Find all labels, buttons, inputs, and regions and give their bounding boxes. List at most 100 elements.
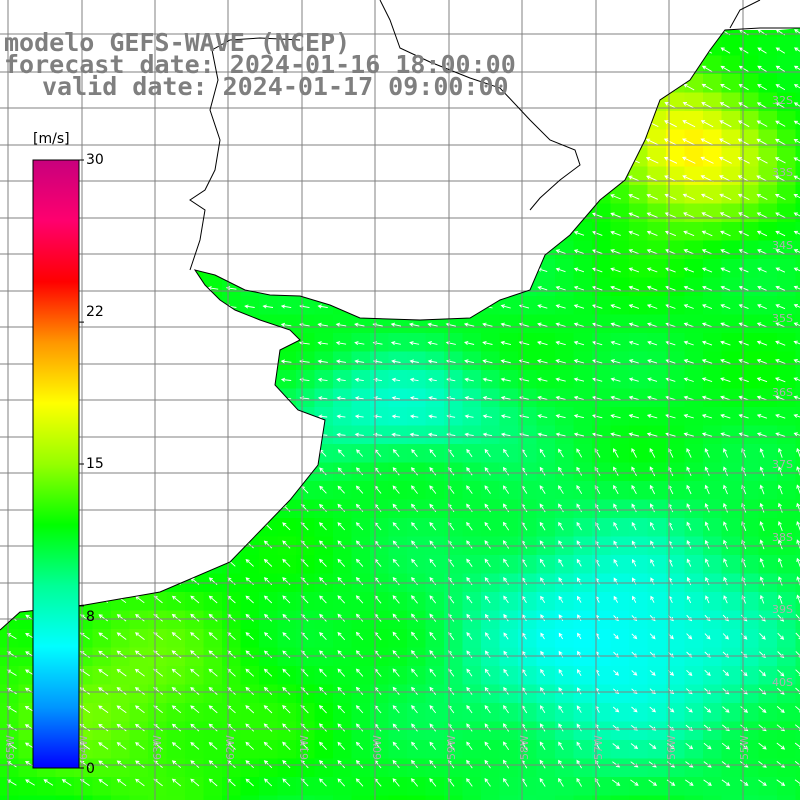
wind-cell — [684, 758, 704, 778]
wind-cell — [351, 777, 371, 796]
wind-cell — [684, 28, 704, 38]
wind-arrow — [355, 760, 364, 769]
wind-cell — [610, 111, 630, 130]
wind-arrow — [704, 669, 711, 677]
wind-cell — [518, 407, 537, 426]
wind-cell — [333, 0, 352, 19]
wind-cell — [740, 518, 759, 537]
wind-cell — [0, 444, 19, 463]
wind-arrow — [337, 522, 346, 531]
latitude-label: 33S — [772, 166, 793, 179]
wind-cell — [684, 555, 704, 574]
wind-arrow — [134, 176, 145, 181]
wind-cell — [259, 758, 278, 778]
wind-cell — [92, 333, 112, 352]
wind-arrow — [189, 249, 200, 254]
wind-cell — [0, 647, 19, 667]
wind-arrow — [317, 377, 328, 382]
wind-arrow — [686, 503, 692, 513]
wind-arrow — [280, 322, 292, 327]
wind-cell — [573, 795, 593, 800]
wind-arrow — [704, 614, 711, 622]
wind-arrow — [116, 705, 127, 714]
wind-cell — [647, 296, 667, 315]
wind-cell — [462, 185, 482, 204]
wind-arrow — [664, 83, 677, 91]
wind-arrow — [592, 340, 603, 346]
wind-arrow — [355, 650, 364, 659]
wind-cell — [444, 499, 463, 519]
wind-arrow — [171, 359, 182, 364]
wind-cell — [259, 111, 278, 130]
wind-cell — [573, 740, 593, 759]
wind-arrow — [793, 230, 800, 237]
wind-cell — [592, 370, 611, 389]
wind-cell — [610, 481, 630, 500]
wind-cell — [555, 592, 574, 611]
wind-cell — [463, 0, 482, 19]
wind-cell — [111, 370, 130, 389]
wind-arrow — [319, 650, 327, 659]
wind-arrow — [24, 103, 36, 108]
wind-cell — [111, 518, 130, 537]
wind-cell — [370, 203, 389, 223]
wind-cell — [444, 296, 463, 315]
wind-cell — [0, 111, 19, 130]
wind-cell — [647, 703, 667, 722]
wind-arrow — [244, 231, 255, 236]
wind-cell — [259, 370, 278, 389]
wind-arrow — [704, 558, 710, 567]
wind-arrow — [719, 212, 731, 219]
wind-arrow — [502, 778, 510, 787]
wind-cell — [203, 388, 223, 408]
wind-cell — [721, 111, 741, 130]
wind-arrow — [6, 359, 17, 364]
wind-arrow — [484, 467, 491, 476]
wind-cell — [666, 684, 685, 704]
wind-arrow — [775, 267, 786, 273]
wind-arrow — [411, 522, 418, 531]
wind-cell — [703, 703, 722, 722]
wind-arrow — [686, 669, 693, 676]
wind-cell — [703, 777, 722, 796]
wind-arrow — [190, 650, 200, 659]
wind-arrow — [336, 432, 346, 437]
wind-cell — [740, 703, 759, 722]
wind-cell — [0, 499, 19, 519]
wind-arrow — [262, 432, 273, 437]
wind-cell — [795, 28, 800, 38]
wind-arrow — [628, 377, 639, 382]
wind-arrow — [482, 377, 493, 382]
wind-cell — [777, 499, 796, 519]
wind-cell — [203, 666, 223, 685]
wind-cell — [481, 481, 500, 500]
wind-arrow — [558, 448, 564, 458]
colorbar-ramp — [32, 159, 80, 769]
wind-arrow — [503, 632, 509, 640]
wind-cell — [203, 407, 223, 426]
wind-arrow — [610, 267, 621, 273]
wind-arrow — [777, 669, 785, 677]
wind-cell — [555, 185, 574, 204]
wind-arrow — [722, 633, 729, 640]
wind-arrow — [592, 395, 603, 400]
wind-arrow — [775, 285, 786, 291]
wind-arrow — [555, 267, 566, 273]
wind-arrow — [484, 503, 491, 513]
wind-cell — [388, 222, 408, 241]
wind-arrow — [429, 650, 437, 659]
wind-cell — [536, 129, 556, 149]
wind-cell — [222, 314, 241, 334]
wind-arrow — [646, 230, 658, 237]
wind-cell — [185, 666, 204, 685]
wind-arrow — [171, 341, 182, 346]
wind-arrow — [649, 614, 656, 622]
wind-arrow — [720, 432, 731, 437]
wind-arrow — [609, 102, 622, 109]
wind-cell — [684, 370, 704, 389]
wind-cell — [185, 351, 204, 371]
wind-arrow — [262, 286, 273, 291]
wind-arrow — [355, 668, 364, 677]
wind-cell — [0, 592, 19, 611]
wind-arrow — [738, 432, 749, 437]
